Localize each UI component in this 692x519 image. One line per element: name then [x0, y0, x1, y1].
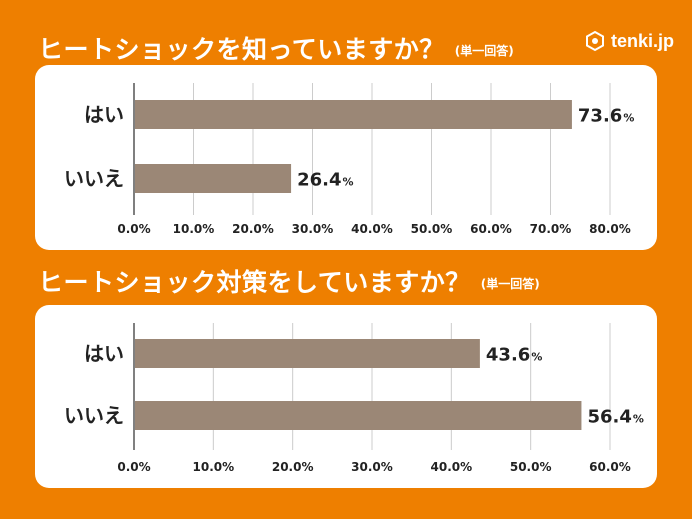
data-label-unit: % [623, 112, 634, 125]
sun-cloud-icon [585, 30, 604, 52]
chart2-plot: 0.0% 10.0% 20.0% 30.0% 40.0% 50.0% 60.0% はい 43.6… [64, 323, 644, 474]
x-tick-label: 10.0% [193, 460, 235, 474]
tenki-logo: tenki.jp [584, 30, 674, 52]
category-label: はい [84, 342, 124, 366]
x-tick-label: 30.0% [351, 460, 393, 474]
bar [135, 100, 572, 129]
bar [135, 164, 292, 193]
category-label: いいえ [64, 167, 124, 191]
data-label-unit: % [633, 413, 644, 426]
x-tick-label: 50.0% [411, 222, 453, 236]
data-label: 26.4% [297, 170, 353, 191]
x-tick-label: 60.0% [470, 222, 512, 236]
chart2-answer-note: (単一回答) [480, 277, 540, 291]
data-label: 73.6% [578, 106, 634, 127]
x-tick-label: 30.0% [292, 222, 334, 236]
data-label-unit: % [343, 176, 354, 189]
data-label: 43.6% [486, 345, 542, 366]
category-label: いいえ [64, 404, 124, 428]
chart2-title-text: ヒートショック対策をしていますか？ [38, 268, 471, 297]
bar [135, 401, 582, 430]
chart1-title-text: ヒートショックを知っていますか？ [38, 35, 445, 64]
data-label: 56.4% [587, 407, 643, 428]
category-label: はい [84, 103, 124, 127]
chart1-panel: 0.0% 10.0% 20.0% 30.0% 40.0% 50.0% 60.0% 70.0% 8… [35, 65, 657, 250]
data-label-unit: % [531, 351, 542, 364]
x-tick-label: 60.0% [589, 460, 631, 474]
logo-text: tenki.jp [610, 30, 674, 51]
chart1-plot: 0.0% 10.0% 20.0% 30.0% 40.0% 50.0% 60.0% 70.0% 8… [64, 83, 634, 236]
chart1-title: ヒートショックを知っていますか？ (単一回答) [38, 30, 514, 66]
x-tick-label: 0.0% [117, 460, 150, 474]
chart2-title: ヒートショック対策をしていますか？ (単一回答) [38, 263, 540, 299]
x-tick-label: 0.0% [117, 222, 150, 236]
x-tick-label: 40.0% [431, 460, 473, 474]
x-tick-label: 70.0% [530, 222, 572, 236]
x-tick-label: 50.0% [510, 460, 552, 474]
x-tick-label: 20.0% [232, 222, 274, 236]
x-tick-label: 20.0% [272, 460, 314, 474]
x-tick-label: 10.0% [173, 222, 215, 236]
bar [135, 339, 480, 368]
x-tick-label: 80.0% [589, 222, 631, 236]
x-tick-label: 40.0% [351, 222, 393, 236]
chart1-answer-note: (単一回答) [454, 44, 514, 58]
chart2-panel: 0.0% 10.0% 20.0% 30.0% 40.0% 50.0% 60.0% はい 43.6… [35, 305, 657, 488]
